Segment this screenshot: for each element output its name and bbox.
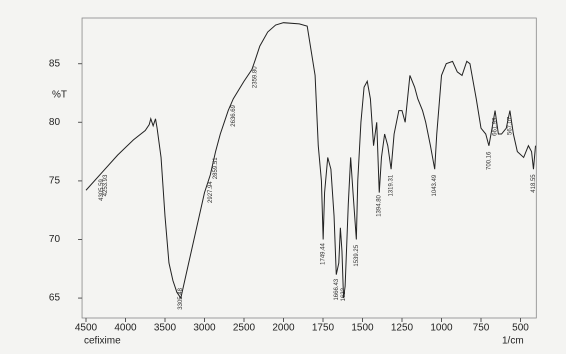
y-tick-label: 75 — [49, 176, 61, 187]
y-tick-label: 85 — [49, 58, 61, 69]
peak-label: 2927.94 — [208, 181, 214, 203]
x-tick-label: 3500 — [154, 323, 177, 334]
x-tick-label: 2500 — [233, 323, 256, 334]
peak-label: 1622 — [341, 287, 347, 301]
peak-label: 700.16 — [486, 151, 492, 170]
peak-label: 1043.49 — [432, 174, 438, 196]
chart-title: cefixime — [84, 336, 121, 347]
x-tick-label: 750 — [473, 323, 490, 334]
y-axis-label: %T — [52, 90, 67, 101]
x-tick-label: 4500 — [75, 323, 98, 334]
peak-label: 4253.93 — [103, 174, 109, 196]
peak-label: 1319.31 — [389, 174, 395, 196]
peak-label: 567.07 — [507, 116, 513, 135]
peak-label: 418.55 — [531, 174, 537, 193]
x-tick-label: 1500 — [351, 323, 374, 334]
x-tick-label: 1000 — [430, 323, 453, 334]
peak-label: 1394.80 — [377, 194, 383, 216]
peak-label: 4305.59 — [99, 179, 105, 201]
x-tick-label: 1250 — [391, 323, 414, 334]
x-tick-label: 2000 — [272, 323, 295, 334]
peak-label: 661.99 — [492, 117, 498, 136]
peak-label: 3305.48 — [178, 287, 184, 309]
x-tick-label: 1750 — [312, 323, 335, 334]
peak-label: 2636.69 — [231, 104, 237, 126]
peak-label: 1666.43 — [334, 278, 340, 300]
plot-frame — [81, 17, 537, 319]
x-axis-label: 1/cm — [502, 336, 524, 347]
y-tick-label: 80 — [49, 117, 61, 128]
spectrum-line — [85, 22, 537, 300]
y-tick-label: 65 — [49, 293, 61, 304]
x-tick-label: 3000 — [193, 323, 216, 334]
peak-label: 1749.44 — [321, 242, 327, 264]
peak-label: 2859.51 — [213, 157, 219, 179]
x-tick-label: 4000 — [114, 323, 137, 334]
peak-label: 1539.25 — [354, 244, 360, 266]
y-tick-label: 70 — [49, 234, 61, 245]
x-tick-label: 500 — [512, 323, 529, 334]
peak-label: 2359.80 — [253, 66, 259, 88]
